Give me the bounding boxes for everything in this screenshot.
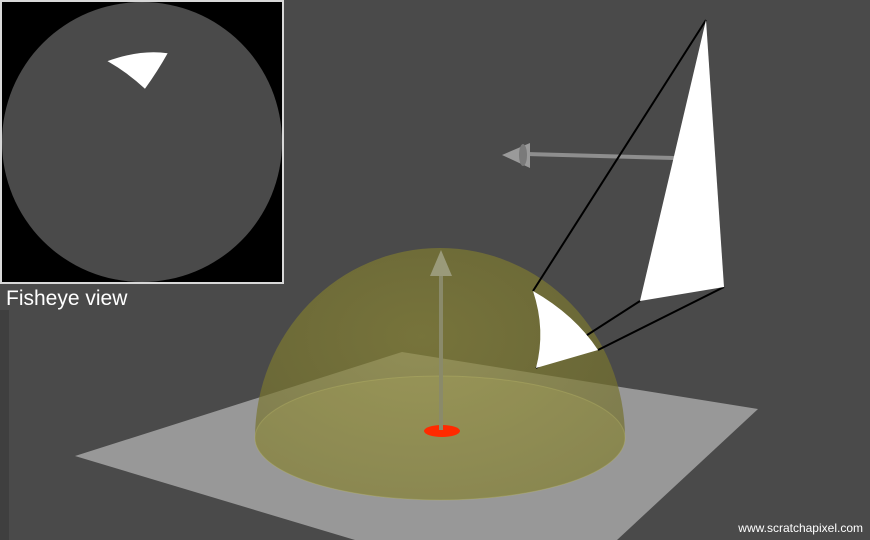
projected-triangle — [533, 291, 598, 368]
fisheye-disk — [2, 2, 282, 282]
left-edge-strip — [0, 310, 9, 540]
fisheye-triangle — [107, 52, 168, 89]
origin-point — [424, 425, 460, 437]
watermark: www.scratchapixel.com — [738, 521, 863, 535]
arrow-up-icon — [430, 250, 452, 430]
fisheye-inset — [0, 0, 284, 284]
arrow-left-icon — [502, 143, 675, 168]
world-triangle — [640, 20, 724, 301]
fisheye-view-label: Fisheye view — [6, 287, 128, 310]
fisheye-view — [2, 2, 282, 282]
